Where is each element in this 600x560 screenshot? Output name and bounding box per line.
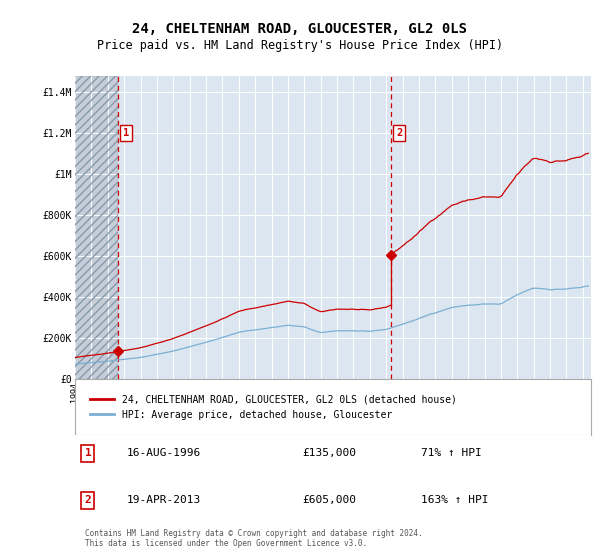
Text: Price paid vs. HM Land Registry's House Price Index (HPI): Price paid vs. HM Land Registry's House … <box>97 39 503 52</box>
Text: 24, CHELTENHAM ROAD, GLOUCESTER, GL2 0LS: 24, CHELTENHAM ROAD, GLOUCESTER, GL2 0LS <box>133 22 467 36</box>
Text: 1: 1 <box>85 449 91 459</box>
Text: 163% ↑ HPI: 163% ↑ HPI <box>421 496 488 506</box>
Legend: 24, CHELTENHAM ROAD, GLOUCESTER, GL2 0LS (detached house), HPI: Average price, d: 24, CHELTENHAM ROAD, GLOUCESTER, GL2 0LS… <box>85 389 462 424</box>
Text: 71% ↑ HPI: 71% ↑ HPI <box>421 449 481 459</box>
Bar <box>75 76 118 379</box>
Text: Contains HM Land Registry data © Crown copyright and database right 2024.
This d: Contains HM Land Registry data © Crown c… <box>85 529 423 548</box>
Text: £605,000: £605,000 <box>302 496 356 506</box>
Text: 1: 1 <box>123 128 129 138</box>
Text: 2: 2 <box>396 128 403 138</box>
Text: £135,000: £135,000 <box>302 449 356 459</box>
Text: 19-APR-2013: 19-APR-2013 <box>127 496 201 506</box>
Text: 16-AUG-1996: 16-AUG-1996 <box>127 449 201 459</box>
Text: 2: 2 <box>85 496 91 506</box>
Bar <box>75 76 118 379</box>
